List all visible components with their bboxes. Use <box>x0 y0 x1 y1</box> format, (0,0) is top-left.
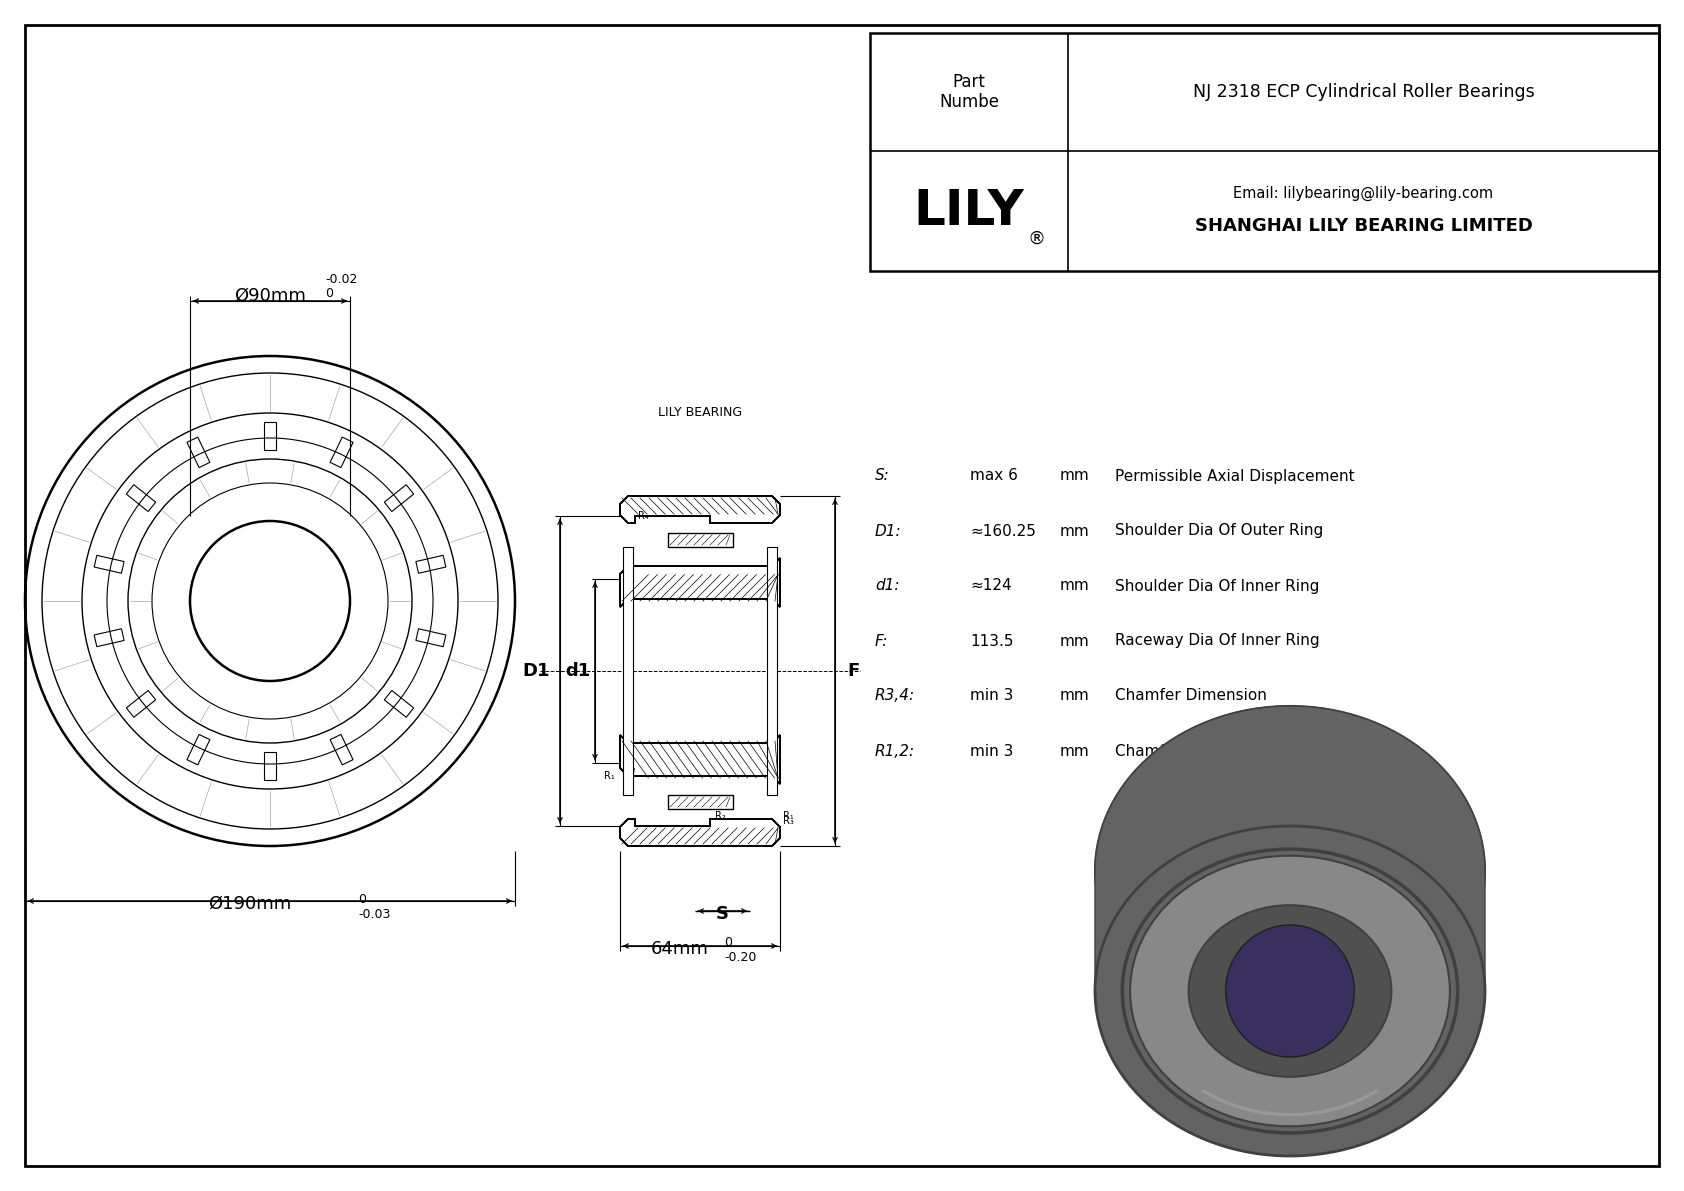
Ellipse shape <box>1130 855 1450 1127</box>
Bar <box>669 796 733 809</box>
Polygon shape <box>620 819 780 846</box>
Text: min 3: min 3 <box>970 688 1014 704</box>
Text: Permissible Axial Displacement: Permissible Axial Displacement <box>1115 468 1354 484</box>
Text: Raceway Dia Of Inner Ring: Raceway Dia Of Inner Ring <box>1115 634 1320 649</box>
Text: -0.02: -0.02 <box>325 273 357 286</box>
Text: LILY BEARING: LILY BEARING <box>658 406 743 419</box>
Polygon shape <box>620 559 780 607</box>
Text: min 3: min 3 <box>970 743 1014 759</box>
Text: Shoulder Dia Of Inner Ring: Shoulder Dia Of Inner Ring <box>1115 579 1319 593</box>
Text: LILY: LILY <box>914 187 1024 235</box>
Text: mm: mm <box>1059 743 1090 759</box>
Bar <box>187 437 210 468</box>
Text: mm: mm <box>1059 634 1090 649</box>
Text: Chamfer Dimension: Chamfer Dimension <box>1115 688 1266 704</box>
Text: ≈160.25: ≈160.25 <box>970 524 1036 538</box>
Bar <box>416 555 446 573</box>
Text: 113.5: 113.5 <box>970 634 1014 649</box>
Ellipse shape <box>1226 925 1354 1056</box>
Text: 0: 0 <box>724 936 733 949</box>
Text: 64mm: 64mm <box>652 940 709 958</box>
Text: R₂: R₂ <box>625 763 637 774</box>
Bar <box>623 547 633 796</box>
Text: Chamfer Dimension: Chamfer Dimension <box>1115 743 1266 759</box>
Bar <box>871 33 1659 272</box>
Text: mm: mm <box>1059 468 1090 484</box>
Text: F: F <box>847 662 859 680</box>
Text: R1,2:: R1,2: <box>876 743 914 759</box>
Bar <box>126 485 155 512</box>
Text: Email: lilybearing@lily-bearing.com: Email: lilybearing@lily-bearing.com <box>1233 186 1494 200</box>
Bar <box>264 752 276 780</box>
Text: d1:: d1: <box>876 579 899 593</box>
Text: R₄: R₄ <box>638 511 648 520</box>
Text: ≈124: ≈124 <box>970 579 1012 593</box>
Ellipse shape <box>1095 706 1485 1036</box>
Text: 0: 0 <box>359 893 365 906</box>
Text: Ø190mm: Ø190mm <box>209 894 291 913</box>
Text: mm: mm <box>1059 524 1090 538</box>
Text: S: S <box>716 905 729 923</box>
Text: -0.20: -0.20 <box>724 950 756 964</box>
Bar <box>669 534 733 547</box>
Bar <box>94 555 125 573</box>
Text: R₁: R₁ <box>605 771 615 781</box>
Bar <box>187 735 210 765</box>
Text: F:: F: <box>876 634 889 649</box>
Polygon shape <box>1095 706 1485 991</box>
Text: NJ 2318 ECP Cylindrical Roller Bearings: NJ 2318 ECP Cylindrical Roller Bearings <box>1192 83 1534 101</box>
Text: mm: mm <box>1059 579 1090 593</box>
Bar <box>330 437 354 468</box>
Text: R₂: R₂ <box>716 811 726 821</box>
Bar <box>264 422 276 450</box>
Text: Part
Numbe: Part Numbe <box>940 73 999 112</box>
Polygon shape <box>620 735 780 784</box>
Text: max 6: max 6 <box>970 468 1017 484</box>
Text: SHANGHAI LILY BEARING LIMITED: SHANGHAI LILY BEARING LIMITED <box>1194 217 1532 235</box>
Text: 0: 0 <box>325 287 333 300</box>
Polygon shape <box>620 495 780 523</box>
Text: R₃: R₃ <box>783 816 793 827</box>
Ellipse shape <box>1189 905 1391 1077</box>
Bar <box>384 691 414 717</box>
Text: Ø90mm: Ø90mm <box>234 287 306 305</box>
Bar <box>384 485 414 512</box>
Text: d1: d1 <box>564 662 589 680</box>
Ellipse shape <box>1095 827 1485 1156</box>
Text: R₁: R₁ <box>783 811 793 821</box>
Bar <box>94 629 125 647</box>
Bar <box>416 629 446 647</box>
Text: Shoulder Dia Of Outer Ring: Shoulder Dia Of Outer Ring <box>1115 524 1324 538</box>
Bar <box>766 547 776 796</box>
Text: mm: mm <box>1059 688 1090 704</box>
Text: S:: S: <box>876 468 889 484</box>
Text: D1: D1 <box>522 662 551 680</box>
Text: D1:: D1: <box>876 524 901 538</box>
Text: -0.03: -0.03 <box>359 908 391 921</box>
Bar <box>330 735 354 765</box>
Text: ®: ® <box>1027 230 1046 248</box>
Bar <box>126 691 155 717</box>
Text: R3,4:: R3,4: <box>876 688 914 704</box>
